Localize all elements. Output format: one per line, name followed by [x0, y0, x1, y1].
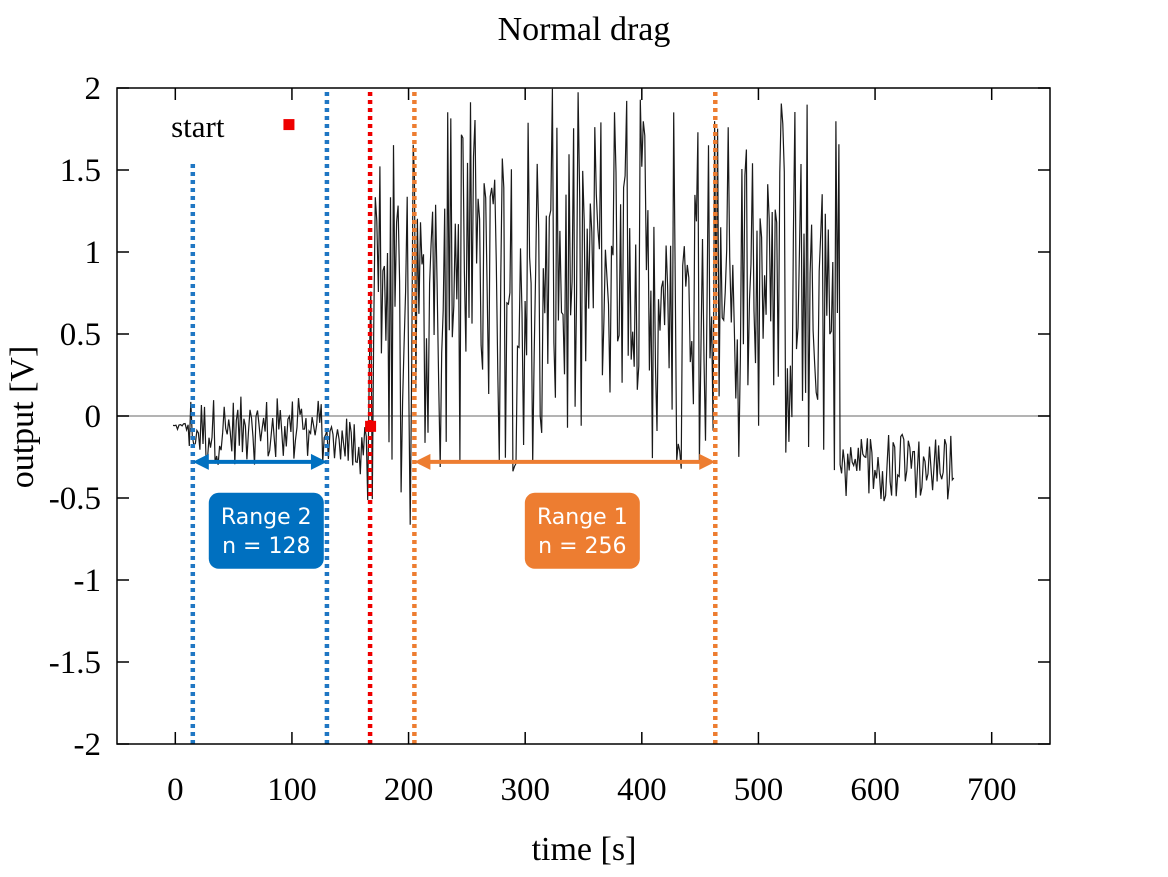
y-tick-label: -0.5: [49, 481, 101, 517]
x-axis-label: time [s]: [532, 831, 637, 868]
range-arrow-head-right-0: [310, 453, 327, 470]
x-tick-label: 700: [967, 772, 1017, 808]
y-tick-label: 1.5: [60, 153, 101, 189]
y-tick-label: -1: [74, 563, 102, 599]
x-tick-label: 400: [617, 772, 667, 808]
event-marker: [365, 420, 377, 432]
range-label-box-1: [524, 492, 640, 569]
range-label-count-0: n = 128: [222, 534, 310, 559]
y-tick-label: -1.5: [49, 645, 101, 681]
y-tick-label: 0.5: [60, 317, 101, 353]
range-label-title-0: Range 2: [221, 505, 312, 530]
x-tick-label: 600: [850, 772, 900, 808]
chart-title: Normal drag: [498, 11, 671, 48]
y-axis-label: output [V]: [4, 346, 41, 489]
x-tick-label: 200: [384, 772, 434, 808]
range-arrow-head-left-1: [414, 453, 431, 470]
x-tick-label: 300: [500, 772, 550, 808]
x-tick-label: 500: [734, 772, 784, 808]
y-tick-label: 2: [85, 71, 102, 107]
start-label: start: [171, 109, 225, 144]
range-arrow-head-right-1: [699, 453, 716, 470]
range-label-count-1: n = 256: [538, 534, 626, 559]
y-tick-label: 0: [85, 399, 102, 435]
y-tick-label: 1: [85, 235, 102, 271]
y-tick-label: -2: [74, 727, 102, 763]
x-tick-label: 100: [267, 772, 317, 808]
range-arrow-head-left-0: [192, 453, 209, 470]
series-line-0: [172, 88, 955, 525]
start-marker: [283, 119, 295, 131]
range-label-box-0: [208, 492, 324, 569]
range-label-title-1: Range 1: [537, 505, 628, 530]
x-tick-label: 0: [167, 772, 184, 808]
